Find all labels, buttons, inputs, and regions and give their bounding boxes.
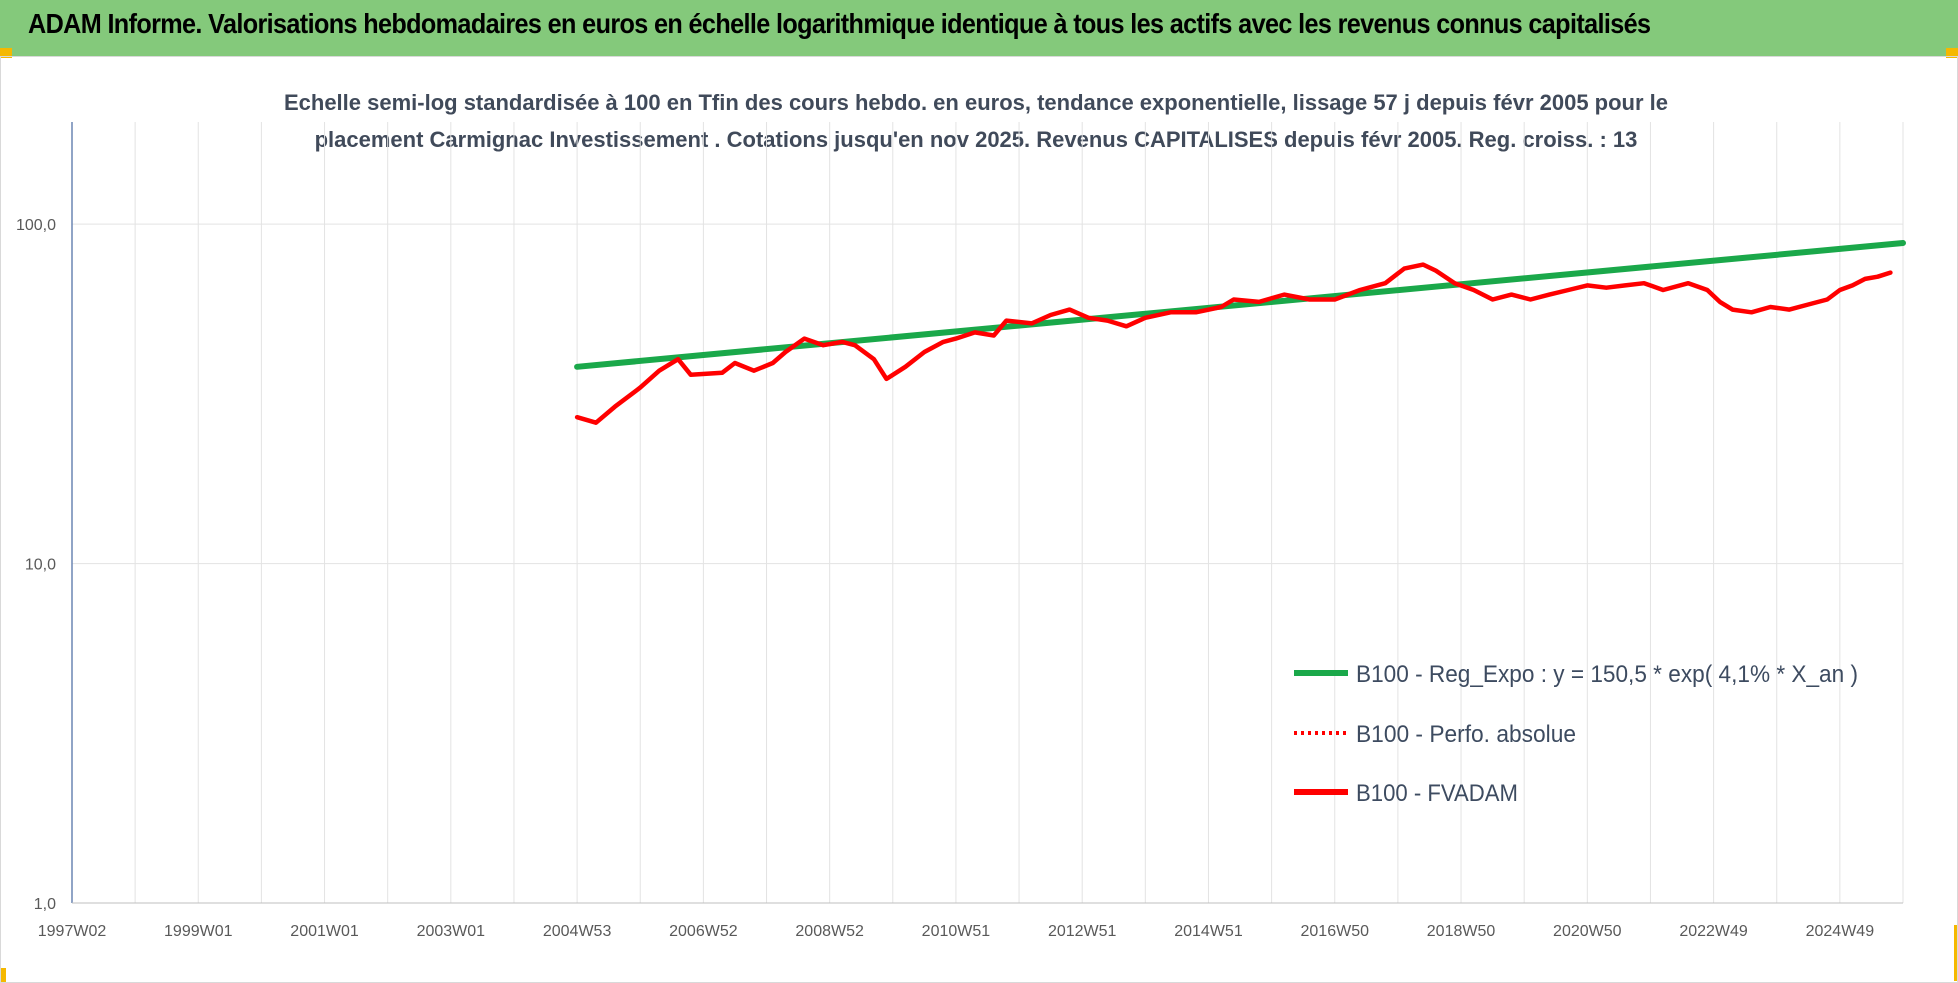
x-tick-label: 2022W49: [1679, 923, 1748, 940]
corner-marker-bottom-left: [0, 968, 6, 982]
y-tick-label: 100,0: [16, 217, 56, 234]
x-tick-label: 2008W52: [795, 923, 864, 940]
x-tick-label: 2018W50: [1427, 923, 1496, 940]
series-line-fvadam: [574, 262, 1893, 425]
x-tick-label: 2010W51: [922, 923, 991, 940]
y-tick-label: 1,0: [34, 896, 56, 913]
y-tick-label: 10,0: [25, 557, 56, 574]
x-tick-label: 2014W51: [1174, 923, 1243, 940]
x-tick-label: 2003W01: [417, 923, 486, 940]
x-tick-label: 2001W01: [290, 923, 359, 940]
legend-label-perfo-absolue: B100 - Perfo. absolue: [1356, 721, 1576, 748]
x-tick-label: 1997W02: [38, 923, 107, 940]
corner-marker-top-right: [1946, 48, 1958, 58]
chart-title-line-1: Echelle semi-log standardisée à 100 en T…: [284, 90, 1668, 115]
gridlines: [72, 122, 1904, 903]
x-tick-label: 2012W51: [1048, 923, 1117, 940]
x-tick-label: 2020W50: [1553, 923, 1622, 940]
legend-label-fvadam: B100 - FVADAM: [1356, 780, 1518, 807]
y-tick-labels: 1,0 10,0 100,0: [16, 217, 56, 913]
x-tick-label: 1999W01: [164, 923, 233, 940]
chart-title-line-2: placement Carmignac Investissement . Cot…: [315, 127, 1638, 152]
x-tick-labels: 1997W02 1999W01 2001W01 2003W01 2004W53 2006W…: [38, 923, 1874, 940]
series-line-regression: [574, 240, 1906, 370]
x-tick-label: 2016W50: [1301, 923, 1370, 940]
x-tick-label: 2004W53: [543, 923, 612, 940]
corner-marker-top-left: [0, 48, 12, 58]
legend-label-regression: B100 - Reg_Expo : y = 150,5 * exp( 4,1% …: [1356, 661, 1858, 688]
series-lines: [574, 240, 1906, 425]
banner-title: ADAM Informe. Valorisations hebdomadaire…: [28, 8, 1651, 39]
title-banner: ADAM Informe. Valorisations hebdomadaire…: [0, 0, 1958, 56]
x-tick-label: 2006W52: [669, 923, 738, 940]
corner-marker-bottom-right: [1954, 925, 1958, 981]
legend: B100 - Reg_Expo : y = 150,5 * exp( 4,1% …: [1294, 661, 1858, 807]
x-tick-label: 2024W49: [1806, 923, 1875, 940]
